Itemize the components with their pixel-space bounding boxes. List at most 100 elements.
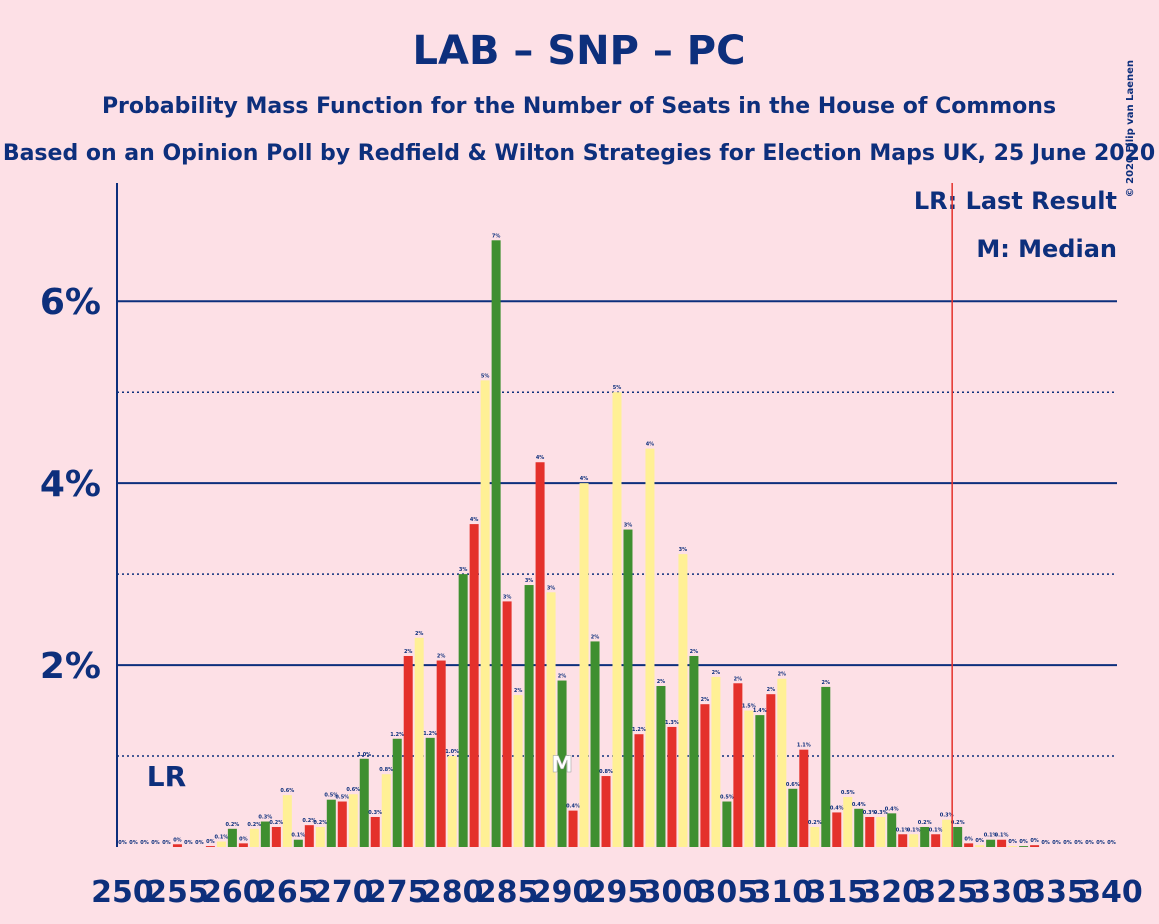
bar-value-label: 0% (1107, 840, 1116, 846)
bar (249, 828, 259, 847)
x-tick-label: 255 (146, 875, 209, 910)
bar-value-label: 2% (701, 697, 710, 703)
bar-value-label: 0% (1063, 840, 1072, 846)
bar-value-label: 0.1% (291, 833, 305, 839)
bar-value-label: 2% (712, 670, 721, 676)
bar-value-label: 0% (1085, 840, 1094, 846)
bar (568, 810, 578, 847)
bar (821, 686, 831, 847)
bar (557, 680, 567, 847)
bar-value-label: 0.3% (258, 815, 272, 821)
bar (876, 816, 886, 847)
bar (810, 826, 820, 847)
bar (964, 843, 974, 847)
bar (326, 799, 336, 847)
bar-value-label: 0% (129, 840, 138, 846)
bar (788, 788, 798, 847)
x-tick-label: 310 (751, 875, 814, 910)
bar-value-label: 0% (1096, 840, 1105, 846)
bar (711, 676, 721, 847)
bar-value-label: 0.3% (863, 810, 877, 816)
bar-value-label: 1.2% (632, 727, 646, 733)
bar-value-label: 0.2% (225, 822, 239, 828)
bar-value-label: 0% (1052, 840, 1061, 846)
bar-value-label: 2% (690, 649, 699, 655)
bar-value-label: 0.5% (841, 790, 855, 796)
bar-value-label: 0.2% (313, 820, 327, 826)
bar (271, 826, 281, 847)
bar-value-label: 1.0% (357, 752, 371, 758)
bar-value-label: 0% (151, 840, 160, 846)
bar (898, 834, 908, 847)
x-tick-label: 295 (586, 875, 649, 910)
bar-value-label: 0% (239, 836, 248, 842)
bar-value-label: 0% (1041, 840, 1050, 846)
bar-value-label: 0.3% (368, 810, 382, 816)
bar (612, 392, 622, 847)
x-tick-label: 300 (641, 875, 704, 910)
bar (931, 834, 941, 847)
bar (469, 524, 479, 847)
bar (458, 574, 468, 847)
bar (1008, 846, 1018, 847)
bar (700, 704, 710, 847)
bar-value-label: 1.2% (423, 731, 437, 737)
bar-value-label: 2% (591, 634, 600, 640)
bar-value-label: 1.4% (753, 708, 767, 714)
x-tick-label: 340 (1080, 875, 1143, 910)
bar-value-label: 0% (162, 840, 171, 846)
bar-value-label: 0.5% (324, 793, 338, 799)
bar-value-label: 2% (558, 674, 567, 680)
bar (942, 819, 952, 847)
bar (953, 826, 963, 847)
bar (744, 710, 754, 847)
bar-value-label: 4% (470, 517, 479, 523)
bar-value-label: 2% (778, 672, 787, 678)
bar (920, 826, 930, 847)
bar (436, 660, 446, 847)
bar-value-label: 0% (118, 840, 127, 846)
bar (843, 796, 853, 847)
bar (997, 839, 1007, 847)
bar (315, 826, 325, 847)
bar-value-label: 2% (822, 680, 831, 686)
bar-value-label: 0.8% (379, 767, 393, 773)
bar-value-label: 2% (767, 687, 776, 693)
bar-value-label: 0% (975, 838, 984, 844)
x-tick-label: 330 (970, 875, 1033, 910)
bar (227, 828, 237, 847)
bar-value-label: 2% (657, 679, 666, 685)
bar-value-label: 0.2% (302, 818, 316, 824)
bar (590, 641, 600, 847)
bar (733, 683, 743, 847)
bar (513, 695, 523, 847)
bar (579, 483, 589, 847)
bar-value-label: 3% (525, 578, 534, 584)
bar (447, 756, 457, 847)
chart-title: LAB – SNP – PC (413, 28, 746, 74)
bar (865, 816, 875, 847)
bar (755, 715, 765, 847)
bar (216, 841, 226, 847)
bar-value-label: 0.4% (566, 804, 580, 810)
bar (282, 795, 292, 847)
bar (667, 726, 677, 847)
bar-value-label: 4% (536, 455, 545, 461)
bar (502, 601, 512, 847)
bar-value-label: 0% (1074, 840, 1083, 846)
x-tick-label: 250 (91, 875, 154, 910)
bar-value-label: 0.4% (885, 806, 899, 812)
bar-value-label: 0% (140, 840, 149, 846)
bar (546, 592, 556, 847)
bar-value-label: 0.1% (214, 835, 228, 841)
bar-value-label: 0.6% (280, 788, 294, 794)
bar (205, 846, 215, 847)
bar-value-label: 3% (503, 594, 512, 600)
bar (887, 813, 897, 847)
bar-value-label: 0.5% (720, 795, 734, 801)
bar-value-label: 3% (624, 523, 633, 529)
bar-value-label: 0.2% (269, 820, 283, 826)
bar-value-label: 3% (459, 567, 468, 573)
bar (601, 776, 611, 847)
